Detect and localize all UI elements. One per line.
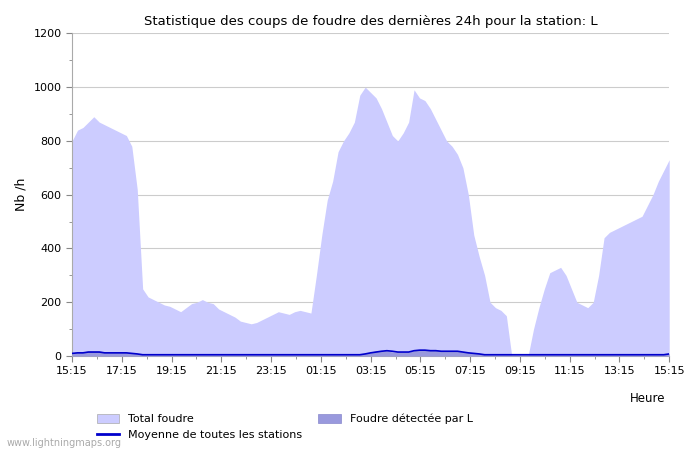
Text: Heure: Heure — [629, 392, 665, 405]
Y-axis label: Nb /h: Nb /h — [15, 178, 28, 212]
Legend: Total foudre, Moyenne de toutes les stations, Foudre détectée par L: Total foudre, Moyenne de toutes les stat… — [97, 414, 473, 440]
Text: www.lightningmaps.org: www.lightningmaps.org — [7, 438, 122, 448]
Title: Statistique des coups de foudre des dernières 24h pour la station: L: Statistique des coups de foudre des dern… — [144, 15, 598, 28]
